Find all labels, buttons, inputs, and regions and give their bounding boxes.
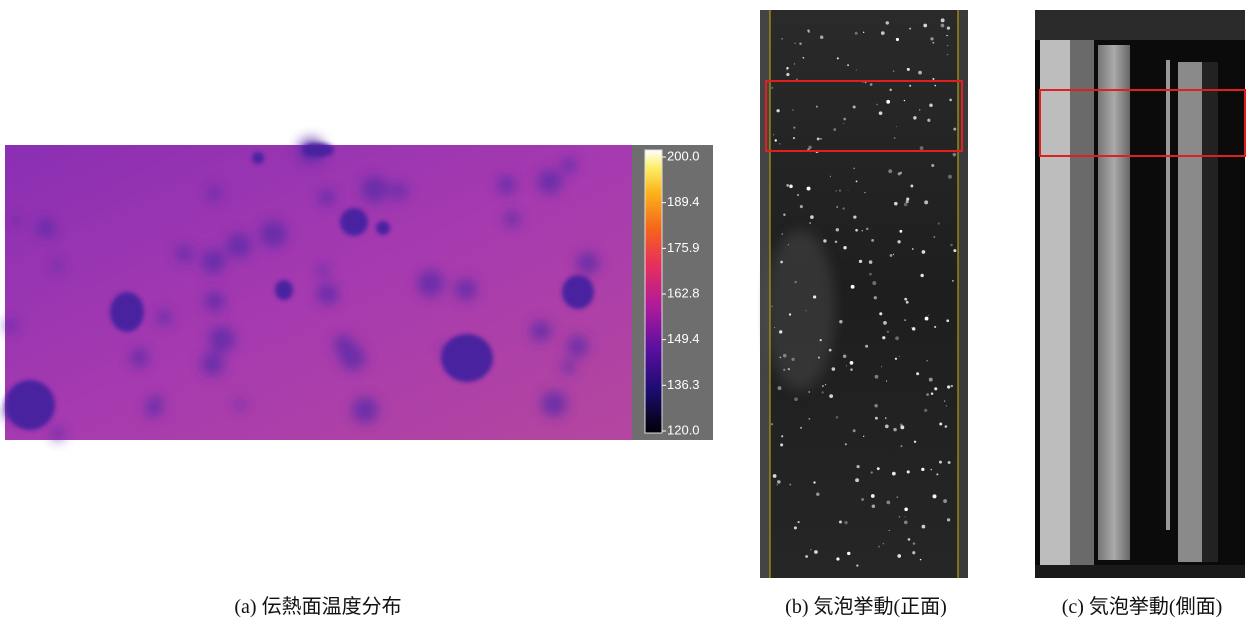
figure: 200.0 189.4 175.9 162.8 149.4 136.3 120.0 (a) … xyxy=(0,0,1253,623)
thermal-image xyxy=(3,138,632,440)
front-photo xyxy=(760,10,968,578)
colorbar: 200.0 189.4 175.9 162.8 149.4 136.3 120.0 xyxy=(632,145,713,440)
colorbar-tick-label: 120.0 xyxy=(667,422,700,437)
side-photo xyxy=(1035,10,1245,578)
colorbar-tick-label: 149.4 xyxy=(667,331,700,346)
figure-canvas: 200.0 189.4 175.9 162.8 149.4 136.3 120.0 (a) … xyxy=(0,0,1253,623)
colorbar-tick-label: 189.4 xyxy=(667,194,700,209)
caption: (b) 気泡挙動(正面) xyxy=(785,595,947,618)
colorbar-tick-label: 200.0 xyxy=(667,148,700,163)
colorbar-tick-label: 136.3 xyxy=(667,377,700,392)
caption: (c) 気泡挙動(側面) xyxy=(1062,595,1223,618)
caption: (a) 伝熱面温度分布 xyxy=(234,595,401,618)
colorbar-tick-label: 175.9 xyxy=(667,240,700,255)
colorbar-tick-label: 162.8 xyxy=(667,285,700,300)
